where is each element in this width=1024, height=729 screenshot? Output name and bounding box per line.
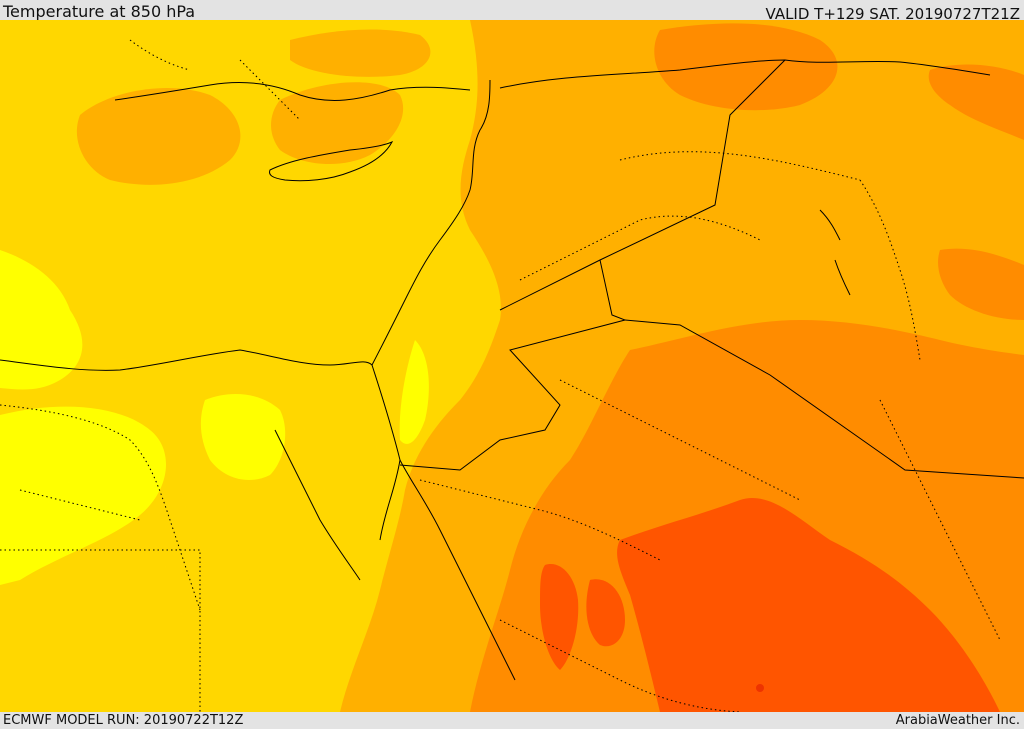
map-header: Temperature at 850 hPa VALID T+129 SAT. … <box>0 0 1024 23</box>
band-light-yellow <box>399 340 429 444</box>
credit: ArabiaWeather Inc. <box>895 713 1020 728</box>
borders <box>0 39 1001 712</box>
political-borders <box>399 59 1024 479</box>
map-canvas <box>0 20 1024 712</box>
valid-time: VALID T+129 SAT. 20190727T21Z <box>765 5 1020 23</box>
band-red-orange <box>540 564 579 670</box>
coastlines <box>0 59 991 681</box>
band-orange <box>928 64 1024 140</box>
map-title: Temperature at 850 hPa <box>3 2 196 21</box>
band-light-yellow <box>0 250 83 390</box>
band-red-orange <box>586 579 625 647</box>
band-light-yellow <box>200 394 286 480</box>
band-light-yellow <box>0 406 167 585</box>
band-orange <box>938 248 1024 320</box>
band-gold <box>271 82 404 165</box>
model-run: ECMWF MODEL RUN: 20190722T12Z <box>3 713 244 728</box>
band-red-orange <box>617 498 1000 712</box>
band-gold <box>290 29 431 77</box>
map-footer: ECMWF MODEL RUN: 20190722T12Z ArabiaWeat… <box>0 712 1024 729</box>
band-gold <box>76 87 241 185</box>
band-red <box>756 684 764 692</box>
band-orange <box>654 23 838 111</box>
temperature-map[interactable] <box>0 20 1024 712</box>
